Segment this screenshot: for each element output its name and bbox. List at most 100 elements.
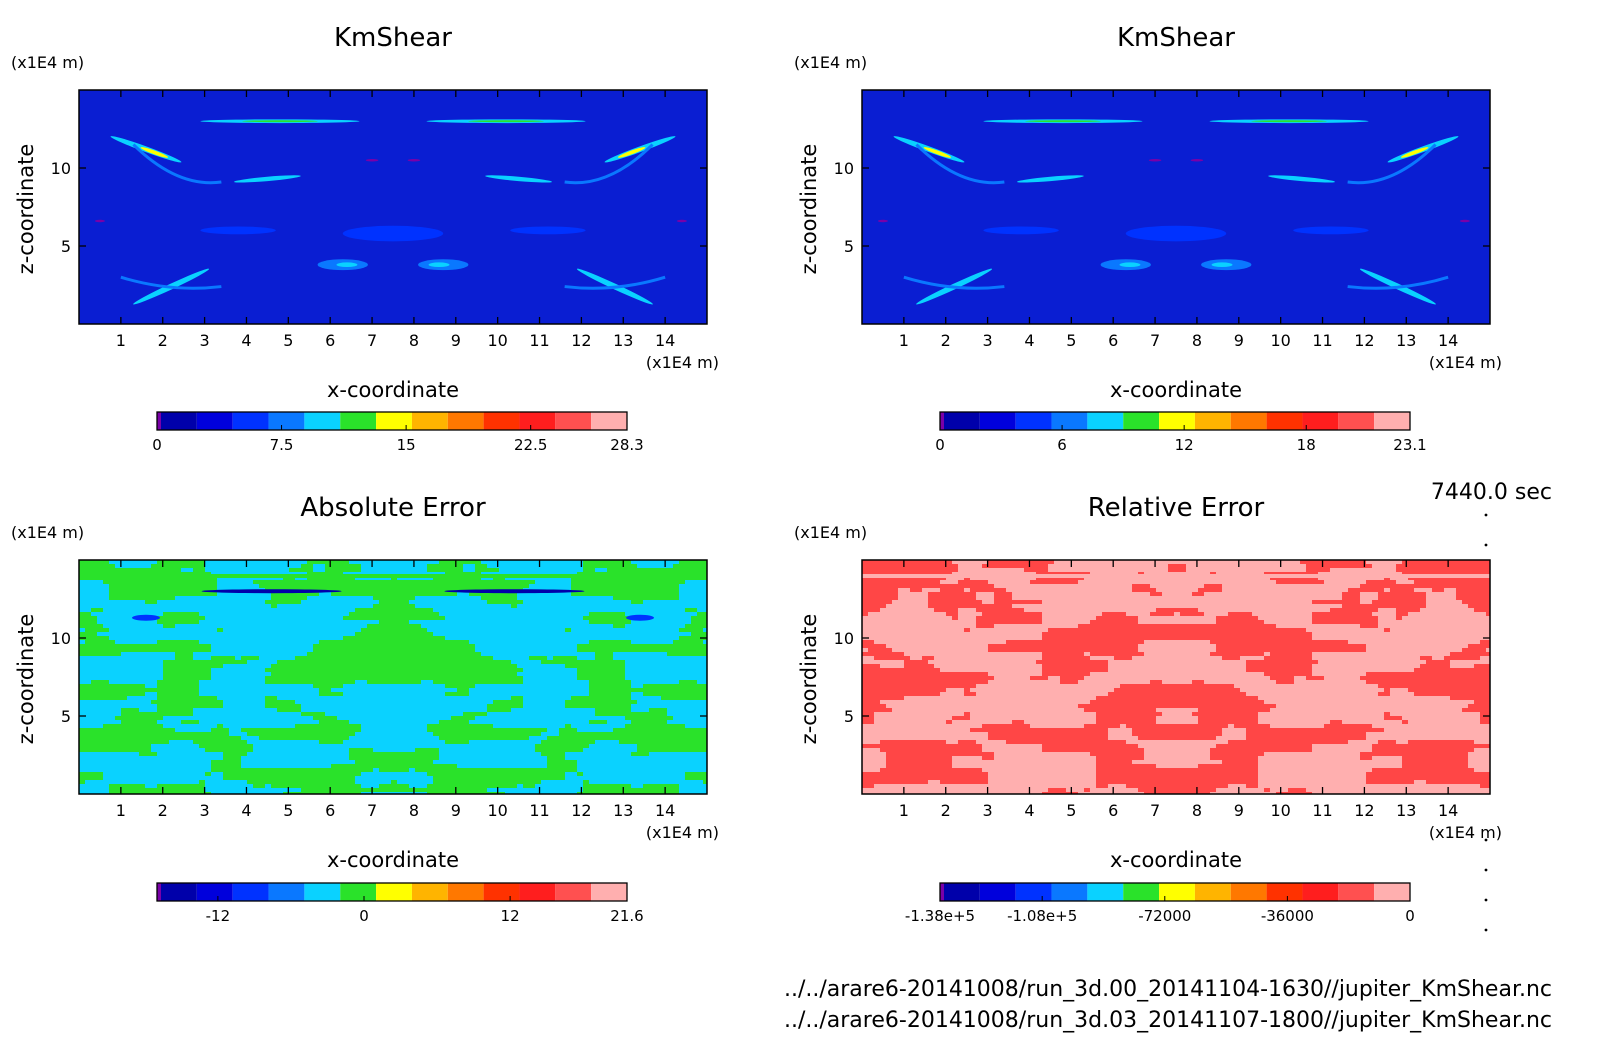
field-feature [1459,219,1470,223]
colorbar-swatch [555,412,592,430]
field-feature [1293,226,1369,235]
colorbar-swatch [1015,883,1052,901]
chart-panel-3: Absolute Error(x1E4 m)1 2 3 4 5 6 7 8 9 10 11 12 13 1… [11,493,719,925]
colorbar-frame [156,411,628,431]
x-tick-label: 11 [1312,331,1332,350]
x-tick-label: 4 [241,331,251,350]
x-tick-label: 9 [451,331,461,350]
colorbar-swatch [1159,412,1195,430]
x-tick-label: 7 [1150,331,1160,350]
field-layer [862,560,1490,794]
edge-dot [1484,513,1488,517]
colorbar-tick-label: -72000 [1138,907,1191,925]
colorbar-swatch [304,883,341,901]
colorbar-tick-label: -36000 [1261,907,1314,925]
field-band [79,574,707,578]
colorbar-swatch [268,412,305,430]
colorbar-swatch [1230,412,1267,430]
colorbar-swatch [340,883,377,901]
colorbar-swatch [196,412,233,430]
field-arc [120,275,222,290]
colorbar-swatch [1087,883,1124,901]
colorbar-swatch [1302,412,1339,430]
colorbar-frame [939,411,1411,431]
field-arc [915,143,1005,185]
x-axis-label: x-coordinate [327,848,459,872]
colorbar-swatch [1302,883,1339,901]
x-tick-label: 11 [529,331,549,350]
field-layer [862,90,1490,324]
field-arc [564,143,654,185]
x-tick-label: 4 [241,801,251,820]
x-tick-label: 6 [1108,801,1118,820]
chart-panel-1: KmShear(x1E4 m)1 2 3 4 5 6 7 8 9 10 11 12 13 14510(x1… [11,23,719,454]
file-path-2: ../../arare6-20141008/run_3d.03_20141107… [783,1008,1552,1033]
x-tick-label: 3 [200,331,210,350]
x-tick-label: 9 [1234,801,1244,820]
x-tick-label: 1 [116,331,126,350]
field-arc [132,143,222,185]
field-arc [564,275,666,290]
x-tick-label: 12 [1354,331,1374,350]
field-feature [428,262,450,268]
x-tick-label: 10 [487,801,507,820]
colorbar-tick-label: 22.5 [514,436,547,454]
colorbar-swatch [979,883,1016,901]
edge-dot [1484,898,1488,902]
y-axis-label: z-coordinate [797,614,821,745]
field-pattern [79,560,707,794]
colorbar-swatch [1194,883,1231,901]
colorbar-tick-label: 0 [935,436,945,454]
field-feature [242,120,318,123]
colorbar-swatch [157,412,161,430]
field-pattern [862,560,1490,794]
x-tick-label: 6 [325,331,335,350]
colorbar-frame [939,882,1411,902]
colorbar-swatch [555,883,592,901]
plot-frame [78,559,708,795]
colorbar-swatch [1123,883,1160,901]
x-unit-label: (x1E4 m) [1429,353,1502,372]
field-feature [468,120,544,123]
field-layer [79,560,707,794]
field-feature [234,175,301,183]
field-feature [444,589,585,594]
colorbar-swatch [196,883,233,901]
field-band [862,574,1490,578]
x-tick-label: 2 [941,801,951,820]
colorbar-tick-label: -12 [206,907,231,925]
file-path-1: ../../arare6-20141008/run_3d.00_20141104… [783,977,1552,1002]
field-feature [1148,158,1162,162]
colorbar-swatch [232,412,269,430]
plot-frame [861,559,1491,795]
colorbar-tick-label: 0 [1405,907,1415,925]
colorbar-swatch [376,883,412,901]
x-tick-label: 10 [1270,801,1290,820]
colorbar-swatch [1266,412,1303,430]
x-tick-label: 10 [1270,331,1290,350]
field-feature [365,158,379,162]
chart-title: KmShear [334,23,452,53]
field-feature [1025,120,1101,123]
edge-dot [1484,838,1488,842]
colorbar-swatch [1266,883,1303,901]
x-tick-label: 13 [613,801,633,820]
y-tick-label: 10 [51,629,71,648]
colorbar-swatch [483,412,520,430]
field-feature [1190,158,1204,162]
field-feature [626,614,655,621]
colorbar-tick-label: -1.08e+5 [1007,907,1077,925]
x-tick-label: 3 [983,331,993,350]
colorbar-swatch [447,883,484,901]
colorbar-tick-label: 7.5 [270,436,294,454]
field-feature [94,219,105,223]
colorbar-tick-label: 0 [359,907,369,925]
field-feature [342,225,444,242]
field-feature [140,147,169,158]
colorbar-swatch [1230,883,1267,901]
colorbar-tick-label: 6 [1057,436,1067,454]
field-arc [1347,275,1449,290]
x-tick-label: 7 [367,331,377,350]
y-tick-label: 10 [51,159,71,178]
colorbar-tick-label: 18 [1297,436,1316,454]
